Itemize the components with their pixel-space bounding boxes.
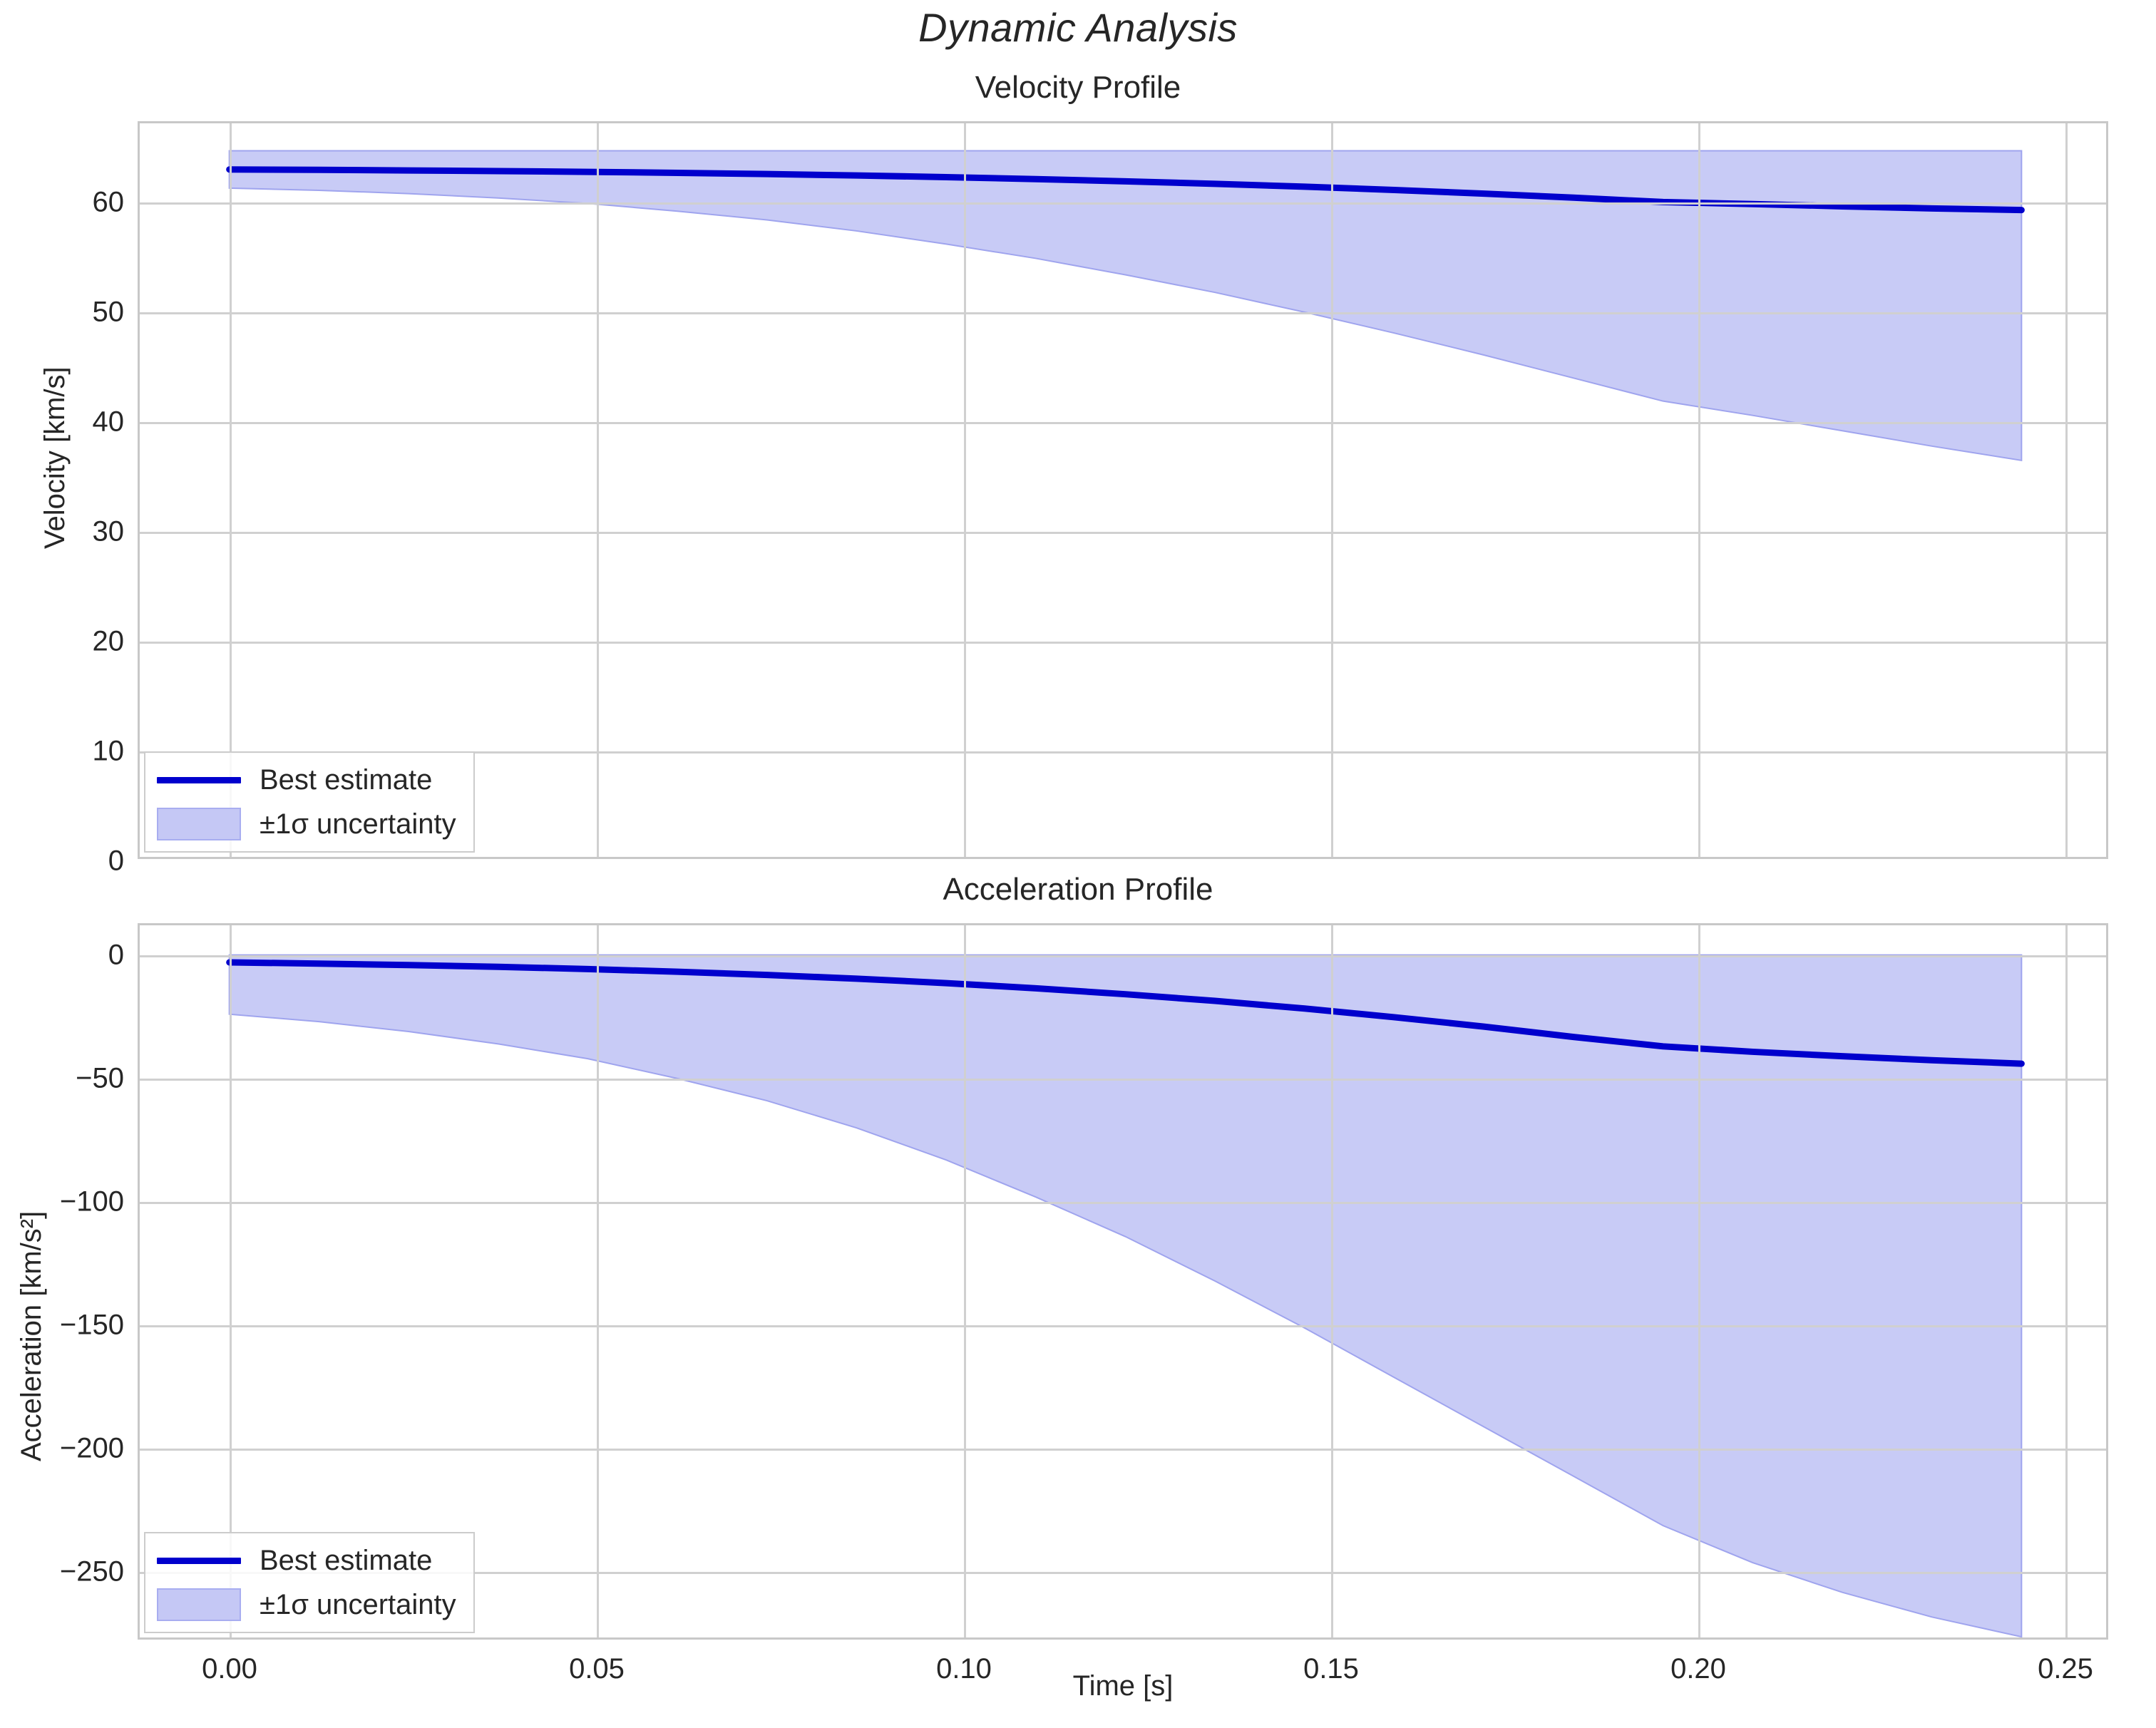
acceleration-ytick-0: 0	[108, 939, 124, 971]
gridline-x-020	[1698, 123, 1700, 857]
velocity-uncertainty-band	[228, 150, 2023, 462]
acceleration-plot-area	[140, 925, 2106, 1637]
gridline-ay-m200	[140, 1449, 2106, 1451]
velocity-ylabel: Velocity [km/s]	[39, 366, 71, 549]
gridline-ax-015	[1331, 925, 1333, 1637]
velocity-panel-title: Velocity Profile	[975, 70, 1181, 105]
velocity-ytick-0: 0	[108, 845, 124, 877]
figure-xlabel: Time [s]	[1072, 1670, 1174, 1702]
velocity-ytick-10: 10	[92, 735, 125, 767]
acceleration-legend-row-line: Best estimate	[157, 1543, 456, 1578]
velocity-legend-row-line: Best estimate	[157, 763, 456, 797]
gridline-y-60	[140, 202, 2106, 205]
acceleration-ytick-m200: −200	[59, 1432, 124, 1464]
acceleration-ytick-m150: −150	[59, 1309, 124, 1341]
acceleration-ytick-m250: −250	[59, 1555, 124, 1588]
band-swatch-icon	[157, 1588, 241, 1621]
gridline-ax-025	[2065, 925, 2068, 1637]
gridline-x-025	[2065, 123, 2068, 857]
gridline-ax-020	[1698, 925, 1700, 1637]
velocity-legend-band-label: ±1σ uncertainty	[260, 808, 456, 840]
xtick-015: 0.15	[1303, 1653, 1359, 1685]
gridline-ay-m100	[140, 1202, 2106, 1204]
velocity-ytick-40: 40	[92, 406, 125, 438]
gridline-x-005	[597, 123, 599, 857]
velocity-legend-row-band: ±1σ uncertainty	[157, 807, 456, 841]
gridline-y-10	[140, 751, 2106, 754]
line-swatch-icon	[157, 776, 241, 783]
velocity-ytick-60: 60	[92, 186, 125, 218]
acceleration-legend: Best estimate ±1σ uncertainty	[144, 1532, 475, 1633]
acceleration-legend-row-band: ±1σ uncertainty	[157, 1588, 456, 1622]
gridline-ax-000	[230, 925, 232, 1637]
velocity-ytick-30: 30	[92, 515, 125, 547]
gridline-y-20	[140, 642, 2106, 644]
gridline-x-000	[230, 123, 232, 857]
acceleration-series-svg	[226, 954, 2025, 1637]
gridline-y-30	[140, 532, 2106, 534]
gridline-ay-m50	[140, 1079, 2106, 1081]
acceleration-best-estimate-line	[226, 959, 2025, 1067]
gridline-ax-010	[964, 925, 966, 1637]
acceleration-panel-title: Acceleration Profile	[943, 872, 1213, 907]
acceleration-legend-line-label: Best estimate	[260, 1545, 433, 1576]
acceleration-uncertainty-band	[228, 954, 2023, 1637]
velocity-legend-line-label: Best estimate	[260, 764, 433, 796]
velocity-plot-area	[140, 123, 2106, 857]
figure-suptitle: Dynamic Analysis	[918, 5, 1238, 50]
velocity-ytick-20: 20	[92, 625, 125, 657]
xtick-000: 0.00	[202, 1653, 257, 1685]
gridline-ay-0	[140, 955, 2106, 957]
gridline-y-40	[140, 422, 2106, 424]
gridline-x-010	[964, 123, 966, 857]
xtick-005: 0.05	[569, 1653, 625, 1685]
velocity-axes: 0 10 20 30 40 50 60 Best estimate ±1σ un…	[93, 121, 2108, 877]
acceleration-legend-band-label: ±1σ uncertainty	[260, 1589, 456, 1620]
xtick-025: 0.25	[2038, 1653, 2093, 1685]
acceleration-axes: 0 −50 −100 −150 −200 −250 0.00 0.05 0.10…	[60, 923, 2108, 1685]
velocity-ytick-50: 50	[92, 296, 125, 328]
gridline-ay-m250	[140, 1572, 2106, 1574]
band-swatch-icon	[157, 808, 241, 840]
acceleration-ytick-m50: −50	[76, 1062, 124, 1094]
velocity-legend: Best estimate ±1σ uncertainty	[144, 751, 475, 853]
xtick-010: 0.10	[936, 1653, 992, 1685]
xtick-020: 0.20	[1670, 1653, 1726, 1685]
line-swatch-icon	[157, 1557, 241, 1564]
gridline-y-50	[140, 312, 2106, 314]
gridline-x-015	[1331, 123, 1333, 857]
gridline-ax-005	[597, 925, 599, 1637]
velocity-series-svg	[226, 150, 2025, 462]
acceleration-ylabel: Acceleration [km/s²]	[16, 1210, 47, 1461]
acceleration-ytick-m100: −100	[59, 1186, 124, 1218]
gridline-ay-m150	[140, 1325, 2106, 1327]
